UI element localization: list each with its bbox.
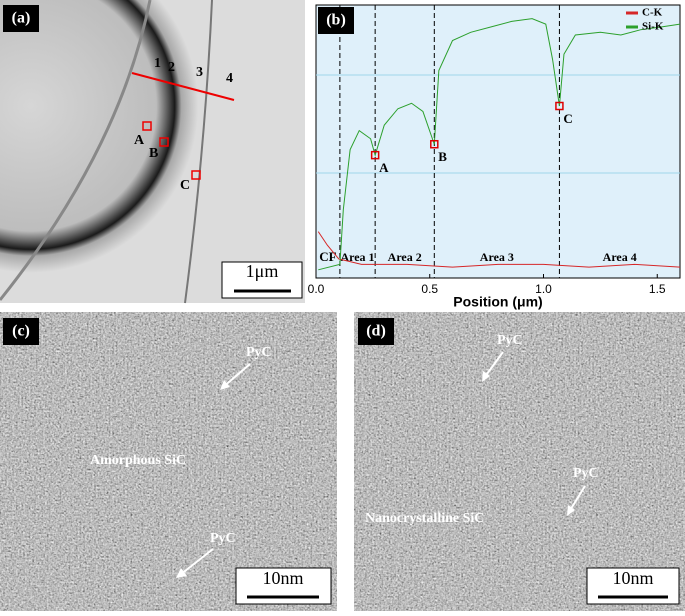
plot-area	[315, 4, 681, 279]
scale-text: 10nm	[262, 568, 303, 588]
area-label: Area 1	[340, 250, 374, 264]
layer-label: 1	[154, 56, 161, 71]
interface	[0, 0, 152, 301]
x-tick-label: 1.0	[535, 282, 552, 296]
panel-label: (c)	[12, 323, 30, 340]
panel-label: (b)	[326, 12, 346, 29]
data-line	[317, 231, 681, 268]
arrow-head	[567, 505, 575, 516]
data-line	[318, 18, 681, 271]
arrow-head	[482, 371, 490, 382]
point-box	[142, 121, 152, 131]
marker	[370, 150, 380, 160]
panel-d: (d) PyC PyC Nanocrystalline SiC 10nm	[354, 312, 685, 611]
arrow-head	[176, 568, 187, 578]
point-label: C	[180, 178, 190, 193]
scan-line	[131, 72, 235, 101]
marker	[555, 101, 564, 111]
panel-label: (d)	[366, 323, 386, 340]
x-axis-label: Position (μm)	[453, 294, 542, 310]
annotation: PyC	[497, 333, 523, 348]
point-label: B	[149, 146, 158, 161]
marker-label: A	[379, 160, 389, 175]
point-box	[159, 137, 169, 147]
area-label: Area 2	[388, 250, 422, 264]
annotation: PyC	[573, 466, 599, 481]
sem-image	[0, 0, 305, 303]
x-tick-label: 0.0	[308, 282, 325, 296]
area-label: Area 3	[480, 250, 514, 264]
arrow	[483, 351, 504, 379]
scale-text: 10nm	[612, 568, 653, 588]
arrow-head	[220, 380, 230, 390]
layer-label: 2	[168, 60, 175, 75]
x-tick-label: 0.5	[421, 282, 438, 296]
arrow	[179, 548, 214, 576]
panel-label-bg	[318, 7, 354, 34]
panel-a: (a) 1 2 3 4 A B C 1μm	[0, 0, 305, 304]
legend-label: Si-K	[642, 21, 664, 33]
interface	[184, 0, 213, 304]
panel-label-bg	[3, 5, 39, 32]
panel-label-bg	[3, 318, 39, 345]
area-label: CF	[319, 249, 336, 264]
marker-label: B	[438, 149, 447, 164]
tem-image	[0, 312, 337, 611]
scale-text: 1μm	[246, 261, 279, 281]
marker-label: C	[563, 111, 572, 126]
annotation: Nanocrystalline SiC	[365, 511, 484, 526]
layer-label: 3	[196, 65, 203, 80]
panel-label-bg	[358, 318, 394, 345]
legend-label: C-K	[642, 7, 663, 19]
tem-image	[354, 312, 685, 611]
x-tick-label: 1.5	[649, 282, 666, 296]
panel-label: (a)	[12, 10, 31, 27]
point-box	[191, 170, 201, 180]
annotation: Amorphous SiC	[90, 453, 186, 468]
panel-b: (b) Position (μm) 0.0 0.5 1.0 1.5 CF Area 1 Ar…	[308, 4, 681, 310]
marker	[430, 139, 439, 149]
annotation: PyC	[210, 531, 236, 546]
point-label: A	[134, 133, 145, 148]
area-label: Area 4	[603, 250, 637, 264]
annotation: PyC	[246, 345, 272, 360]
layer-label: 4	[226, 71, 233, 86]
panel-c: (c) PyC Amorphous SiC PyC 10nm	[0, 312, 337, 611]
